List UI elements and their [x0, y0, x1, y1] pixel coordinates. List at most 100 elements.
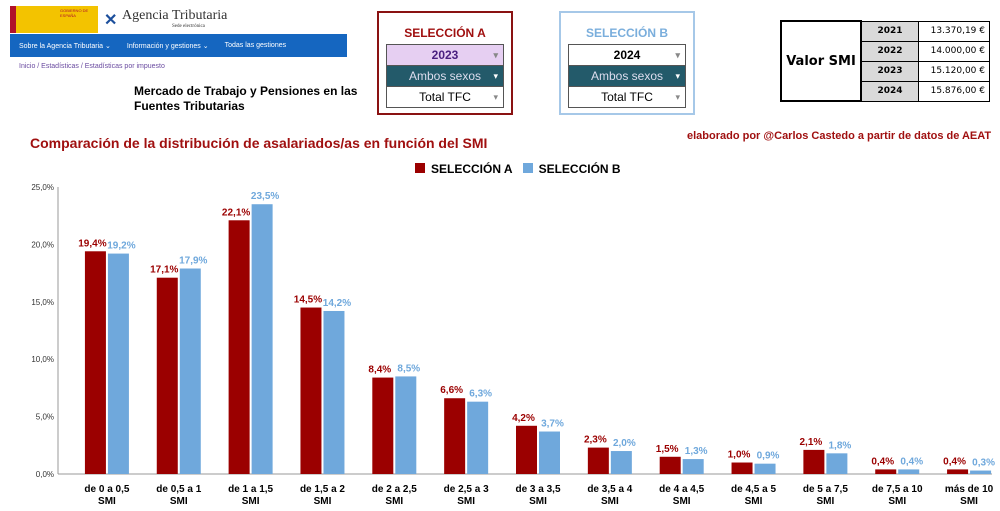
x-tick-label-unit: SMI — [888, 496, 906, 507]
data-label: 6,3% — [469, 389, 492, 400]
x-tick-label-unit: SMI — [242, 496, 260, 507]
data-label: 19,2% — [107, 241, 135, 252]
bar-b — [251, 204, 273, 474]
data-label: 1,8% — [828, 440, 851, 451]
data-label: 17,9% — [179, 256, 207, 267]
x-tick-label-unit: SMI — [745, 496, 763, 507]
bar-a — [803, 449, 825, 474]
type-select-b[interactable]: Total TFC — [569, 87, 685, 107]
credit-text: elaborado por @Carlos Castedo a partir d… — [687, 130, 992, 142]
gov-text: GOBIERNO DE ESPAÑA — [60, 8, 89, 18]
data-label: 17,1% — [150, 265, 178, 276]
y-tick-label: 10,0% — [31, 355, 54, 364]
smi-year: 2024 — [860, 80, 919, 102]
brand-name: Agencia Tributaria — [122, 8, 228, 23]
selection-b-panel: SELECCIÓN B 2024Ambos sexosTotal TFC — [559, 11, 695, 115]
x-tick-label: de 0,5 a 1 — [156, 484, 201, 495]
x-tick-label: de 1 a 1,5 — [228, 484, 273, 495]
smi-table: Valor SMI 2021 13.370,19 € 2022 14.000,00 €… — [780, 20, 990, 102]
data-label: 19,4% — [78, 238, 106, 249]
bar-a — [372, 377, 394, 474]
smi-label: Valor SMI — [780, 20, 862, 102]
y-tick-label: 0,0% — [36, 470, 54, 479]
nav-item[interactable]: Todas las gestiones — [224, 42, 287, 49]
government-logo: GOBIERNO DE ESPAÑA — [10, 6, 98, 33]
data-label: 1,0% — [728, 450, 751, 461]
data-label: 14,5% — [294, 295, 322, 306]
type-select-a[interactable]: Total TFC — [387, 87, 503, 107]
y-tick-label: 20,0% — [31, 240, 54, 249]
sex-select-b[interactable]: Ambos sexos — [569, 66, 685, 87]
selection-a-title: SELECCIÓN A — [404, 26, 486, 40]
x-tick-label: de 7,5 a 10 — [872, 484, 923, 495]
bar-a — [300, 307, 322, 474]
x-tick-label-unit: SMI — [601, 496, 619, 507]
data-label: 4,2% — [512, 413, 535, 424]
selection-b-title: SELECCIÓN B — [585, 26, 668, 40]
page-title: Mercado de Trabajo y Pensiones en las Fu… — [134, 84, 358, 113]
data-label: 23,5% — [251, 191, 279, 202]
bar-a — [875, 469, 897, 474]
bar-a — [444, 398, 466, 474]
x-tick-label: de 2 a 2,5 — [372, 484, 417, 495]
bar-b — [395, 376, 417, 474]
brand-sub: Sede electrónica — [172, 24, 205, 29]
legend-b-label: SELECCIÓN B — [538, 162, 621, 176]
bar-b — [682, 459, 704, 474]
agency-logo-icon: ✕ — [104, 12, 118, 29]
y-tick-label: 15,0% — [31, 298, 54, 307]
chart-title: Comparación de la distribución de asalar… — [30, 135, 488, 151]
main-nav: Sobre la Agencia Tributaria ⌄ Informació… — [10, 34, 347, 57]
bar-a — [587, 447, 609, 474]
bar-b — [754, 463, 776, 474]
x-tick-label-unit: SMI — [673, 496, 691, 507]
y-tick-label: 25,0% — [31, 183, 54, 192]
x-tick-label-unit: SMI — [457, 496, 475, 507]
bar-b — [610, 451, 632, 474]
bar-a — [731, 462, 753, 474]
data-label: 14,2% — [323, 298, 351, 309]
x-tick-label: de 3,5 a 4 — [587, 484, 632, 495]
bar-b — [467, 401, 489, 474]
agency-brand[interactable]: Agencia Tributaria Sede electrónica — [122, 8, 227, 29]
data-label: 1,5% — [656, 444, 679, 455]
bar-a — [516, 425, 537, 474]
data-label: 8,4% — [368, 365, 391, 376]
smi-year: 2023 — [860, 60, 919, 82]
nav-item[interactable]: Sobre la Agencia Tributaria ⌄ — [19, 42, 111, 50]
data-label: 6,6% — [440, 385, 463, 396]
x-tick-label: de 5 a 7,5 — [803, 484, 848, 495]
x-tick-label: de 3 a 3,5 — [515, 484, 560, 495]
bar-a — [659, 456, 681, 474]
x-tick-label-unit: SMI — [816, 496, 834, 507]
data-label: 2,0% — [613, 438, 636, 449]
breadcrumb[interactable]: Inicio / Estadísticas / Estadísticas por… — [19, 63, 165, 70]
data-label: 8,5% — [397, 363, 420, 374]
x-tick-label: de 2,5 a 3 — [444, 484, 489, 495]
nav-item[interactable]: Información y gestiones ⌄ — [126, 42, 209, 50]
smi-value: 15.876,00 € — [918, 80, 990, 102]
x-tick-label: de 4 a 4,5 — [659, 484, 704, 495]
legend-a: SELECCIÓN A — [415, 162, 513, 176]
x-tick-label-unit: SMI — [98, 496, 116, 507]
data-label: 2,3% — [584, 435, 607, 446]
x-tick-label-unit: SMI — [529, 496, 547, 507]
bar-b — [539, 431, 560, 474]
x-tick-label: de 1,5 a 2 — [300, 484, 345, 495]
data-label: 22,1% — [222, 207, 250, 218]
data-label: 0,4% — [943, 456, 966, 467]
data-label: 1,3% — [685, 446, 708, 457]
x-tick-label-unit: SMI — [314, 496, 332, 507]
x-tick-label: de 0 a 0,5 — [84, 484, 129, 495]
y-tick-label: 5,0% — [36, 413, 54, 422]
x-tick-label-unit: SMI — [170, 496, 188, 507]
bar-a — [228, 220, 250, 474]
bar-b — [179, 268, 201, 474]
legend: SELECCIÓN A SELECCIÓN B — [415, 162, 621, 176]
bar-b — [107, 253, 129, 474]
data-label: 0,9% — [757, 451, 780, 462]
data-label: 3,7% — [541, 419, 564, 430]
legend-a-label: SELECCIÓN A — [431, 162, 513, 176]
bar-b — [898, 469, 920, 474]
